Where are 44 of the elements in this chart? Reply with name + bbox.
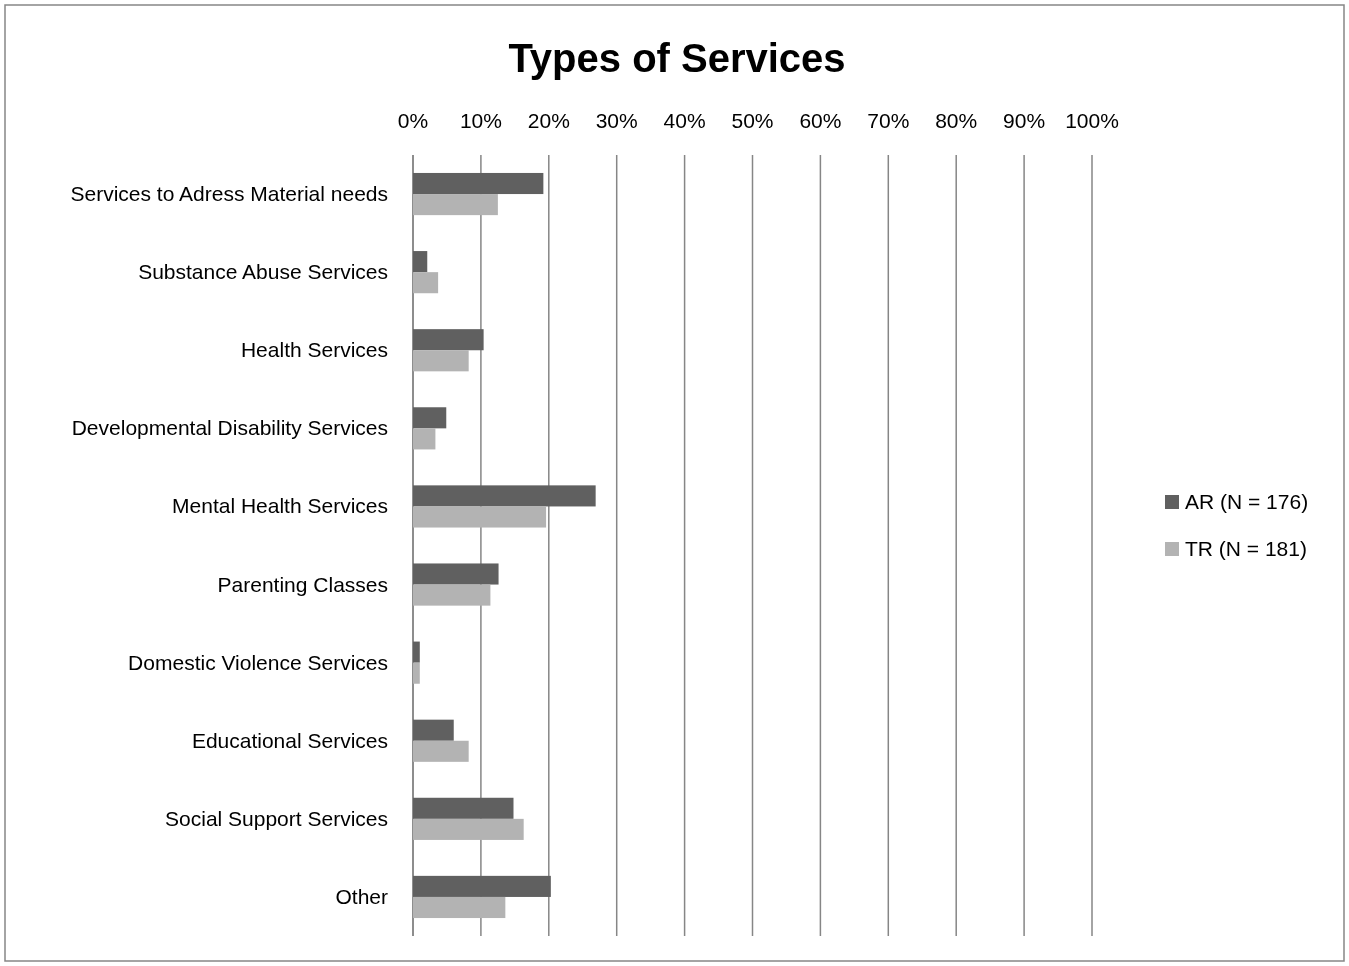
x-tick-label: 60% bbox=[799, 109, 842, 132]
bar bbox=[413, 818, 524, 840]
legend-label: AR (N = 176) bbox=[1185, 490, 1309, 513]
bar bbox=[413, 407, 447, 429]
x-tick-label: 20% bbox=[527, 109, 570, 132]
x-tick-label: 70% bbox=[867, 109, 910, 132]
chart-title: Types of Services bbox=[508, 36, 846, 80]
y-tick-label: Domestic Violence Services bbox=[128, 650, 388, 674]
x-tick-label: 10% bbox=[459, 109, 502, 132]
x-tick-label: 100% bbox=[1065, 109, 1119, 132]
bar bbox=[413, 641, 420, 663]
bar bbox=[413, 740, 469, 762]
x-tick-label: 50% bbox=[731, 109, 774, 132]
bar bbox=[413, 662, 420, 684]
bar bbox=[413, 251, 428, 273]
bar bbox=[413, 584, 491, 606]
bar bbox=[413, 272, 439, 294]
bar bbox=[413, 329, 484, 351]
y-tick-label: Social Support Services bbox=[165, 806, 388, 830]
y-tick-label: Developmental Disability Services bbox=[71, 416, 388, 440]
bar bbox=[413, 875, 551, 897]
y-tick-label: Other bbox=[335, 884, 388, 908]
y-tick-label: Health Services bbox=[240, 338, 388, 362]
bar bbox=[413, 194, 498, 216]
legend-label: TR (N = 181) bbox=[1185, 537, 1307, 560]
bar bbox=[413, 428, 436, 450]
x-tick-label: 0% bbox=[397, 109, 429, 132]
bar bbox=[413, 563, 499, 585]
bar bbox=[413, 172, 544, 195]
x-tick-label: 30% bbox=[595, 109, 638, 132]
y-tick-label: Parenting Classes bbox=[217, 572, 388, 596]
x-tick-label: 90% bbox=[1003, 109, 1046, 132]
bar bbox=[413, 797, 514, 819]
bar bbox=[413, 896, 506, 919]
y-tick-label: Educational Services bbox=[191, 728, 388, 752]
y-tick-label: Mental Health Services bbox=[172, 494, 388, 518]
x-tick-label: 40% bbox=[663, 109, 706, 132]
bar bbox=[413, 485, 596, 507]
bar bbox=[413, 350, 469, 372]
bar bbox=[413, 719, 454, 741]
x-tick-label: 80% bbox=[935, 109, 978, 132]
y-tick-label: Substance Abuse Services bbox=[138, 260, 388, 284]
bar bbox=[413, 506, 547, 528]
y-tick-label: Services to Adress Material needs bbox=[70, 182, 388, 206]
